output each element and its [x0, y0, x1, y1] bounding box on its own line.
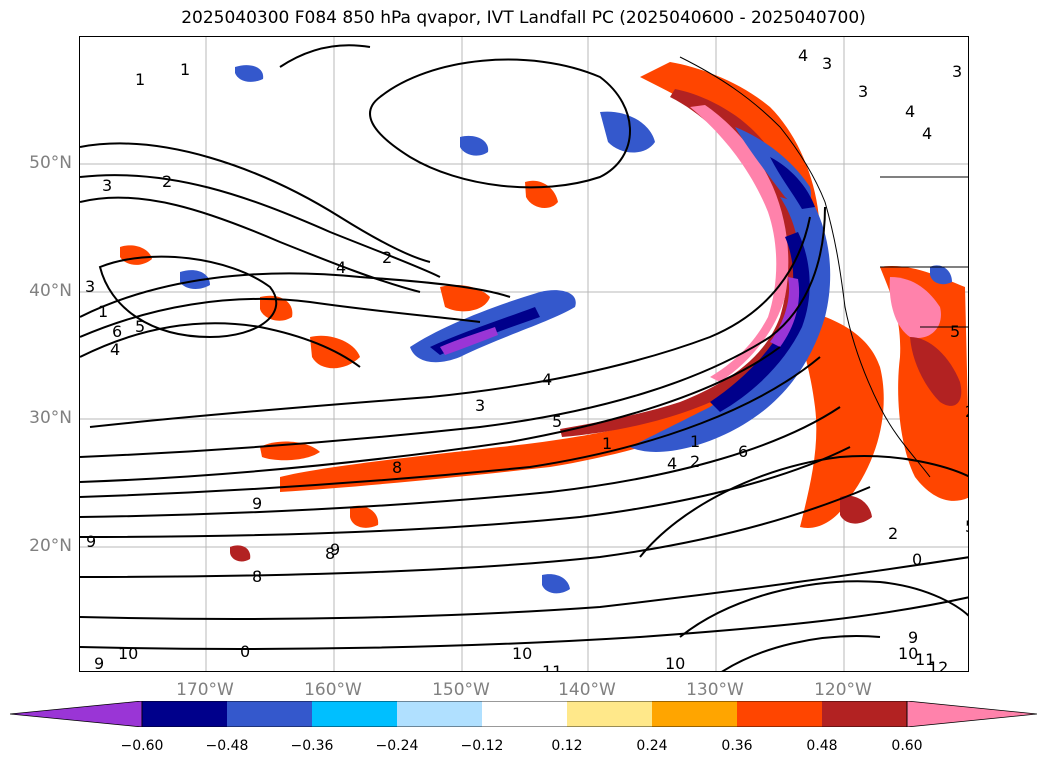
colorbar-segment — [822, 701, 907, 727]
colorbar-outline — [141, 701, 908, 727]
lat-label-50n: 50°N — [29, 153, 72, 173]
contour-label: 5 — [552, 412, 562, 431]
colorbar-tick: −0.24 — [375, 738, 419, 754]
contour-label: 3 — [822, 54, 832, 73]
colorbar-tick: 0.12 — [551, 738, 583, 754]
contours — [80, 44, 968, 671]
contour-label: 1 — [690, 432, 700, 451]
colorbar-segment — [312, 701, 397, 727]
contour-label: 5 — [950, 322, 960, 341]
contour-label: 8 — [325, 544, 335, 563]
colorbar-extend-low — [10, 701, 143, 727]
contour-label: 8 — [252, 567, 262, 586]
lon-label-120w: 120°W — [814, 680, 872, 700]
contour-label: 4 — [905, 102, 915, 121]
contour-label: 2 — [690, 452, 700, 471]
lon-label-130w: 130°W — [686, 680, 744, 700]
contour-label-group: 1 1 3 2 4 2 3 1 6 5 4 4 3 5 1 8 9 9 8 8 … — [85, 46, 969, 672]
map-canvas: 1 1 3 2 4 2 3 1 6 5 4 4 3 5 1 8 9 9 8 8 … — [80, 37, 969, 672]
contour-label: 9 — [94, 654, 104, 672]
contour-label: 11 — [915, 650, 935, 669]
contour-label: 0 — [912, 550, 922, 569]
contour-label: 9 — [908, 628, 918, 647]
contour-label: 3 — [475, 396, 485, 415]
contour-label: 4 — [667, 454, 677, 473]
contour-label: 9 — [330, 540, 340, 559]
colorbar-tick: 0.60 — [891, 738, 923, 754]
contour-label: 6 — [738, 442, 748, 461]
colorbar-extend-high — [906, 701, 1037, 727]
contour-label: 11 — [542, 662, 562, 672]
contour-label: 8 — [392, 458, 402, 477]
colorbar-segment — [397, 701, 482, 727]
lon-label-150w: 150°W — [432, 680, 490, 700]
contour-label: 2 — [382, 248, 392, 267]
contour-label: 2 — [888, 524, 898, 543]
lon-label-140w: 140°W — [558, 680, 616, 700]
colorbar-tick: 0.48 — [806, 738, 838, 754]
contour-label: 10 — [512, 644, 532, 663]
contour-label: 12 — [928, 658, 948, 672]
contour-label: 4 — [922, 124, 932, 143]
contour-label: 4 — [798, 46, 808, 65]
colorbar-tick: −0.60 — [120, 738, 164, 754]
lon-label-170w: 170°W — [176, 680, 234, 700]
contour-label: 3 — [102, 176, 112, 195]
contour-label: 6 — [112, 322, 122, 341]
lon-label-160w: 160°W — [304, 680, 362, 700]
colorbar-tick: −0.36 — [290, 738, 334, 754]
contour-label: 1 — [135, 70, 145, 89]
colorbar-segment — [482, 701, 567, 727]
colorbar-tick: −0.12 — [460, 738, 504, 754]
map-title: 2025040300 F084 850 hPa qvapor, IVT Land… — [181, 8, 866, 28]
contour-label: 10 — [118, 644, 138, 663]
lat-label-40n: 40°N — [29, 281, 72, 301]
colorbar-tick: −0.48 — [205, 738, 249, 754]
contour-label: 2 — [162, 172, 172, 191]
contour-label: 9 — [252, 494, 262, 513]
contour-label: 10 — [898, 644, 918, 663]
colorbar-segment — [652, 701, 737, 727]
map-panel: 1 1 3 2 4 2 3 1 6 5 4 4 3 5 1 8 9 9 8 8 … — [79, 36, 969, 672]
colorbar-segment — [142, 701, 227, 727]
contour-label: 5 — [135, 317, 145, 336]
colorbar — [10, 701, 1037, 727]
contour-label: 1 — [602, 434, 612, 453]
colorbar-segment — [567, 701, 652, 727]
contour-label: 3 — [952, 62, 962, 81]
colorbar-tick: 0.24 — [636, 738, 668, 754]
contour-label: 1 — [180, 60, 190, 79]
contour-label: 5 — [965, 517, 969, 536]
lat-label-20n: 20°N — [29, 536, 72, 556]
contour-label: 2 — [965, 402, 969, 421]
coastline — [679, 56, 968, 478]
colorbar-tick: 0.36 — [721, 738, 753, 754]
contour-label: 4 — [542, 370, 552, 389]
colorbar-segment — [737, 701, 822, 727]
contour-label: 10 — [665, 654, 685, 672]
contour-label: 4 — [110, 340, 120, 359]
contour-label: 1 — [98, 302, 108, 321]
colorbar-segment — [227, 701, 312, 727]
contour-label: 3 — [85, 277, 95, 296]
contour-label: 3 — [858, 82, 868, 101]
contour-label: 9 — [86, 532, 96, 551]
contour-label: 4 — [336, 258, 346, 277]
contour-label: 0 — [240, 642, 250, 661]
lat-label-30n: 30°N — [29, 408, 72, 428]
